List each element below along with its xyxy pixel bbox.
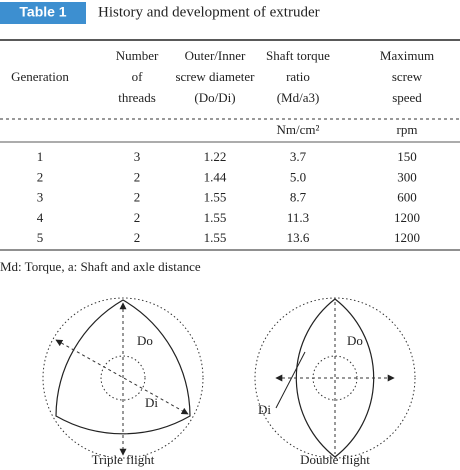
table-cell: 3 (134, 149, 141, 164)
table-cell: 1200 (394, 230, 420, 245)
diagram-label: Di (258, 402, 271, 417)
table-cell: 3 (37, 190, 44, 205)
table-cell: 150 (397, 149, 417, 164)
diagram-label: Do (137, 333, 153, 348)
double-flight-diagram (254, 297, 416, 459)
table-label: Table 1 (19, 4, 66, 20)
column-header: Generation (11, 69, 69, 84)
table-cell: 3.7 (290, 149, 307, 164)
table-title: History and development of extruder (98, 4, 320, 20)
diagram-label: Do (347, 333, 363, 348)
table-cell: 5.0 (290, 169, 306, 184)
table-cell: 2 (134, 190, 141, 205)
column-header: Outer/Inner (185, 48, 246, 63)
column-header: speed (392, 90, 422, 105)
table-cell: 4 (37, 210, 44, 225)
column-header: threads (118, 90, 156, 105)
table-cell: 1.55 (204, 230, 227, 245)
table-cell: 1.55 (204, 190, 227, 205)
column-header: (Do/Di) (194, 90, 235, 105)
table-cell: 5 (37, 230, 44, 245)
column-header: screw diameter (175, 69, 255, 84)
table-cell: 11.3 (287, 210, 309, 225)
table-cell: 1200 (394, 210, 420, 225)
table-cell: 13.6 (287, 230, 310, 245)
table-cell: 600 (397, 190, 417, 205)
column-header: ratio (286, 69, 310, 84)
diagram-label: Di (145, 395, 158, 410)
unit: Nm/cm² (277, 122, 320, 137)
triple-flight-diagram (42, 297, 204, 459)
figure-caption: Triple flight (92, 452, 155, 467)
table-cell: 2 (134, 210, 141, 225)
figure-caption: Double flight (300, 452, 370, 467)
table-cell: 2 (37, 169, 44, 184)
column-header: Maximum (380, 48, 434, 63)
table-cell: 300 (397, 169, 417, 184)
table-cell: 8.7 (290, 190, 307, 205)
column-header: Shaft torque (266, 48, 330, 63)
footnote: Md: Torque, a: Shaft and axle distance (0, 259, 201, 274)
table-label-bg (0, 2, 86, 24)
table-cell: 2 (134, 169, 141, 184)
table-cell: 1.55 (204, 210, 227, 225)
column-header: (Md/a3) (277, 90, 320, 105)
table-cell: 1.44 (204, 169, 227, 184)
table-cell: 1.22 (204, 149, 227, 164)
unit: rpm (397, 122, 418, 137)
column-header: of (132, 69, 144, 84)
column-header: Number (116, 48, 159, 63)
table-cell: 1 (37, 149, 44, 164)
table-cell: 2 (134, 230, 141, 245)
column-header: screw (392, 69, 423, 84)
